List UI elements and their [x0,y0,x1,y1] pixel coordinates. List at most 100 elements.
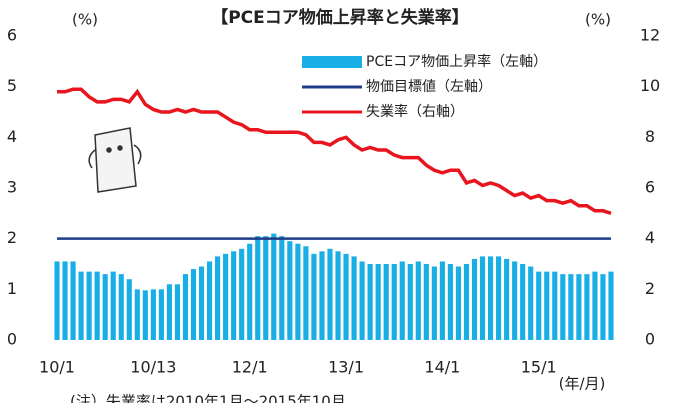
bar [319,251,324,340]
x-tick-label: 13/1 [328,358,364,377]
bar [207,261,212,340]
bar [167,284,172,340]
bar [384,264,389,340]
bar [287,241,292,340]
bar [400,261,405,340]
x-tick-label: 10/13 [130,358,176,377]
bar [352,256,357,340]
bar [79,272,84,340]
bar [552,272,557,340]
bar [295,244,300,340]
mascot [89,128,141,192]
bar [496,256,501,340]
bar [416,261,421,340]
y2-tick-label: 4 [645,228,655,247]
bar [127,279,132,340]
legend-label: 物価目標値（左軸） [366,79,492,95]
bar [183,274,188,340]
bar [263,236,268,340]
bar [464,264,469,340]
y2-tick-label: 10 [640,76,660,95]
bar [472,259,477,340]
bar [456,267,461,340]
bar [303,246,308,340]
bar [111,272,116,340]
bar [408,264,413,340]
y-tick-label: 3 [7,178,17,197]
y-tick-label: 1 [7,279,17,298]
x-tick-label: 12/1 [232,358,268,377]
legend-swatch [302,56,362,68]
y-axis-unit: (%) [72,11,98,29]
bar [71,261,76,340]
bar [215,256,220,340]
bar [560,274,565,340]
bar [327,249,332,340]
chart-title: 【PCEコア物価上昇率と失業率】 [211,7,469,28]
y2-axis-unit: (%) [585,11,611,29]
note: (注）失業率は2010年1月～2015年10月 [70,393,346,403]
x-tick-label: 15/1 [521,358,557,377]
bar [480,256,485,340]
y2-tick-label: 6 [645,178,655,197]
bar [592,272,597,340]
y-tick-label: 4 [7,127,17,146]
x-tick-label: 10/1 [39,358,75,377]
bar [584,274,589,340]
bar [376,264,381,340]
bar [343,254,348,340]
bar [512,261,517,340]
bar [335,251,340,340]
bar [528,267,533,340]
bar [191,269,196,340]
bar [360,261,365,340]
bar [440,261,445,340]
y2-tick-label: 0 [645,330,655,349]
bar [600,274,605,340]
bar [488,256,493,340]
bar [247,244,252,340]
bar [103,274,108,340]
bar [159,289,164,340]
bar [568,274,573,340]
bar [239,249,244,340]
x-tick-label: 14/1 [424,358,460,377]
y-tick-label: 5 [7,76,17,95]
bar [504,259,509,340]
bar [255,236,260,340]
bar [608,272,613,340]
bar [223,254,228,340]
x-axis-unit: (年/月) [559,375,606,393]
bar [199,267,204,340]
y-tick-label: 0 [7,330,17,349]
bar [87,272,92,340]
bar [135,289,140,340]
bar [368,264,373,340]
chart: 【PCEコア物価上昇率と失業率】 (%) (%) (年/月) (注）失業率は20… [0,0,675,403]
bar [54,261,59,340]
y2-tick-label: 8 [645,127,655,146]
bar [231,251,236,340]
bar [544,272,549,340]
bar [62,261,67,340]
bar [119,274,124,340]
y2-tick-label: 12 [640,26,660,45]
bar [95,272,100,340]
y-tick-label: 6 [7,26,17,45]
bar [143,290,148,340]
bar [520,264,525,340]
bar [576,274,581,340]
y2-tick-label: 2 [645,279,655,298]
y-tick-label: 2 [7,228,17,247]
bar [271,234,276,340]
bar [311,254,316,340]
bar [432,267,437,340]
bar [536,272,541,340]
legend-label: PCEコア物価上昇率（左軸） [366,53,547,70]
legend-label: 失業率（右軸） [366,103,464,120]
bar [448,264,453,340]
bar [175,284,180,340]
bar [392,264,397,340]
bar [151,289,156,340]
bar [279,236,284,340]
